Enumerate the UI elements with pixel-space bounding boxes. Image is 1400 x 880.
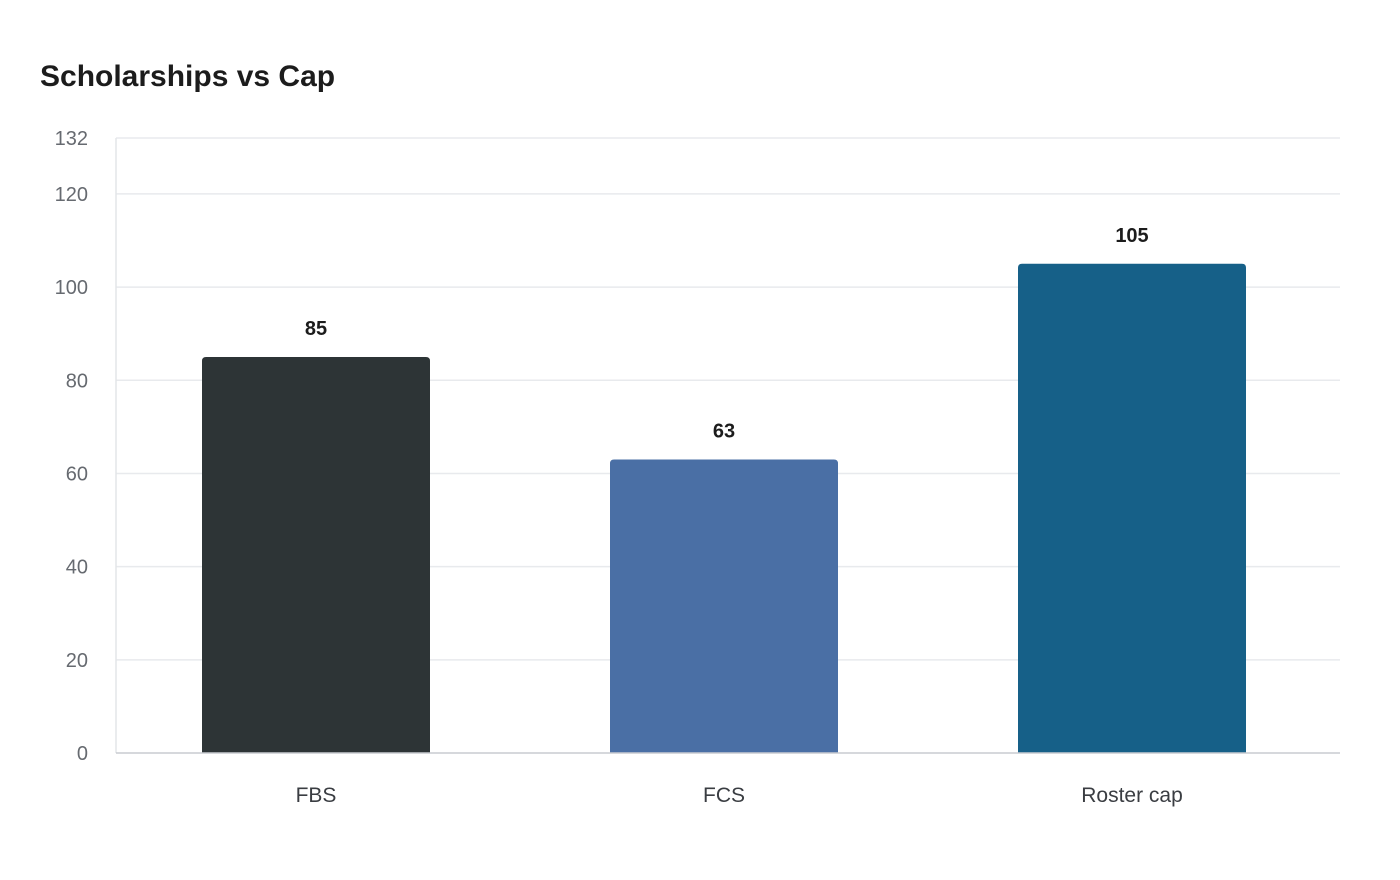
x-tick-label: FCS xyxy=(703,784,745,807)
axes xyxy=(115,138,1340,754)
y-tick-label: 132 xyxy=(55,128,88,150)
bar-fbs xyxy=(202,356,430,753)
bar-value-label: 105 xyxy=(1115,225,1148,247)
y-tick-label: 40 xyxy=(66,557,88,579)
bars xyxy=(202,263,1246,753)
y-tick-label: 0 xyxy=(77,743,88,765)
bar-value-label: 85 xyxy=(305,318,327,340)
labels: 0 20 40 60 80 100 120 132 85 FBS 63 FCS 105 Roster ca… xyxy=(55,128,1183,807)
y-tick-label: 120 xyxy=(55,184,88,206)
y-tick-label: 100 xyxy=(55,277,88,299)
y-tick-label: 20 xyxy=(66,650,88,672)
x-tick-label: FBS xyxy=(296,784,337,807)
x-tick-label: Roster cap xyxy=(1081,784,1183,807)
bar-fcs xyxy=(610,459,838,753)
bar-roster-cap xyxy=(1018,263,1246,753)
y-tick-label: 80 xyxy=(66,370,88,392)
y-tick-label: 60 xyxy=(66,463,88,485)
chart-title: Scholarships vs Cap xyxy=(40,60,336,93)
bar-value-label: 63 xyxy=(713,420,735,442)
